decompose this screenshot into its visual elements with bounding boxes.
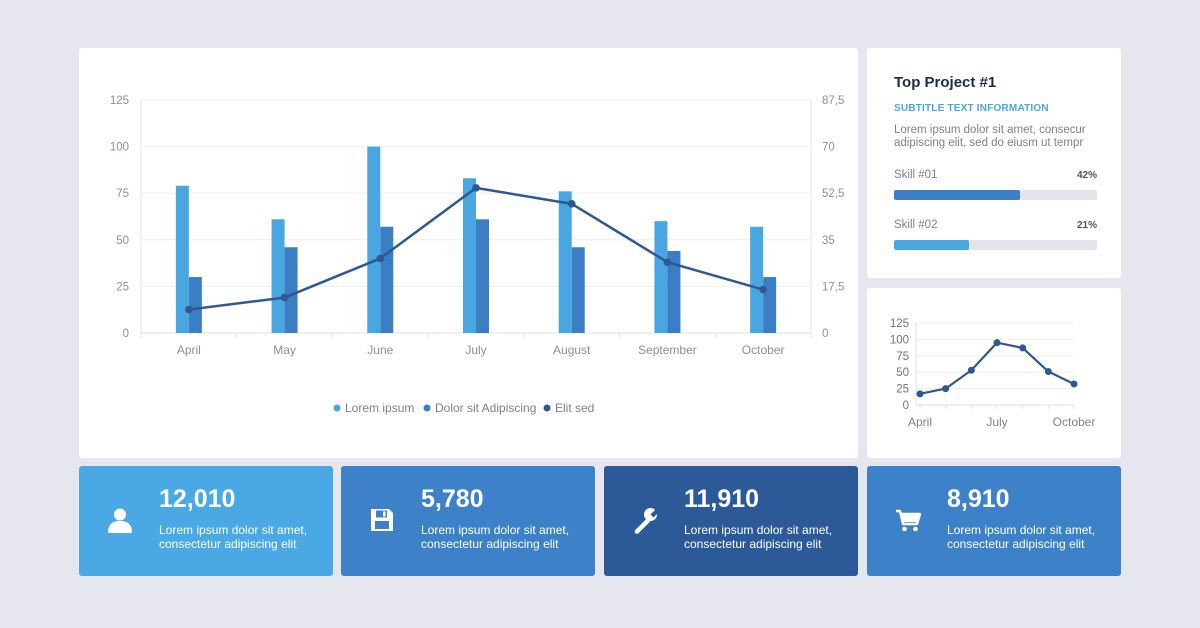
- x-tick-label: April: [177, 343, 201, 357]
- legend-label: Dolor sit Adipiscing: [435, 401, 536, 415]
- bar-lorem-ipsum: [175, 185, 189, 333]
- mini-line-point: [993, 339, 1001, 347]
- stat-tile-saves: 5,780 Lorem ipsum dolor sit amet, consec…: [341, 466, 595, 576]
- bar-dolor-sit-adipiscing: [763, 277, 777, 333]
- legend-label: Elit sed: [555, 401, 594, 415]
- legend-marker: [543, 404, 551, 412]
- y-tick-label: 0: [903, 400, 909, 412]
- mini-line-point: [1019, 344, 1027, 352]
- bar-dolor-sit-adipiscing: [476, 219, 489, 333]
- y-tick-label: 125: [890, 318, 909, 330]
- skill-01: Skill #01 42%: [894, 169, 1097, 200]
- bar-lorem-ipsum: [558, 191, 572, 333]
- x-tick-label: August: [553, 343, 591, 357]
- mini-line-point: [967, 366, 975, 374]
- shopping-cart-icon: [896, 509, 922, 532]
- x-tick-label: October: [1053, 415, 1096, 429]
- stat-tile-tools: 11,910 Lorem ipsum dolor sit amet, conse…: [604, 466, 858, 576]
- y-tick-label: 50: [896, 367, 909, 379]
- skill-progress-track: [894, 240, 1097, 250]
- mini-line-point: [942, 385, 950, 393]
- skill-progress-fill: [894, 240, 970, 250]
- skill-percent: 21%: [1076, 220, 1097, 231]
- y-tick-label: 100: [890, 334, 909, 346]
- stat-tile-users: 12,010 Lorem ipsum dolor sit amet, conse…: [79, 466, 333, 576]
- main-chart-card: 0 25 50 75 100 125 0 17,5 35 52,5 70 87,5 April May Ju…: [79, 48, 858, 458]
- skill-progress-track: [894, 190, 1097, 200]
- wrench-icon: [634, 508, 659, 534]
- bar-lorem-ipsum: [654, 221, 668, 333]
- stat-description: Lorem ipsum dolor sit amet, consectetur …: [947, 523, 1096, 551]
- stat-value: 5,780: [421, 485, 484, 513]
- line-point-elit-sed: [472, 184, 480, 192]
- main-chart: 0 25 50 75 100 125 0 17,5 35 52,5 70 87,5 April May Ju…: [110, 95, 845, 415]
- x-tick-label: October: [742, 343, 785, 357]
- line-point-elit-sed: [376, 254, 385, 263]
- mini-chart-card: 0 25 50 75 100 125 April July October: [867, 288, 1121, 458]
- stat-tile-orders: 8,910 Lorem ipsum dolor sit amet, consec…: [867, 466, 1121, 576]
- line-point-elit-sed: [185, 305, 193, 314]
- y-right-tick-label: 0: [822, 328, 828, 340]
- skill-progress-fill: [894, 190, 1020, 200]
- mini-line-point: [916, 390, 924, 398]
- y-right-tick-label: 52,5: [822, 188, 844, 200]
- skill-name: Skill #01: [894, 169, 938, 181]
- x-tick-label: April: [908, 415, 932, 429]
- y-right-tick-label: 17,5: [822, 281, 844, 293]
- x-tick-label: September: [638, 343, 697, 357]
- y-tick-label: 75: [896, 351, 909, 363]
- y-left-tick-label: 50: [116, 235, 129, 247]
- skill-name: Skill #02: [894, 219, 938, 231]
- stat-value: 11,910: [684, 485, 760, 513]
- y-right-tick-label: 70: [822, 142, 835, 154]
- mini-line-chart: 0 25 50 75 100 125 April July October: [890, 318, 1096, 429]
- stat-value: 12,010: [159, 485, 236, 513]
- stat-value: 8,910: [947, 485, 1010, 513]
- bar-dolor-sit-adipiscing: [188, 277, 202, 333]
- stat-description: Lorem ipsum dolor sit amet, consectetur …: [684, 523, 833, 551]
- bar-lorem-ipsum: [271, 219, 285, 333]
- project-description: Lorem ipsum dolor sit amet, consecur adi…: [894, 124, 1086, 149]
- y-right-tick-label: 87,5: [822, 95, 844, 107]
- legend-marker: [423, 404, 431, 412]
- user-icon: [108, 508, 132, 533]
- bar-dolor-sit-adipiscing: [380, 226, 394, 333]
- y-left-tick-label: 75: [116, 188, 129, 200]
- bar-lorem-ipsum: [750, 226, 764, 333]
- bar-dolor-sit-adipiscing: [667, 250, 681, 333]
- x-tick-label: July: [986, 415, 1007, 429]
- floppy-disk-icon: [371, 509, 393, 531]
- bar-dolor-sit-adipiscing: [284, 247, 298, 333]
- line-point-elit-sed: [663, 258, 672, 266]
- project-subtitle: SUBTITLE TEXT INFORMATION: [894, 103, 1049, 114]
- line-point-elit-sed: [280, 293, 289, 302]
- stat-description: Lorem ipsum dolor sit amet, consectetur …: [159, 523, 308, 551]
- x-tick-label: June: [367, 343, 393, 357]
- y-left-tick-label: 25: [116, 281, 129, 293]
- bar-lorem-ipsum: [463, 178, 476, 333]
- legend-marker: [333, 404, 341, 412]
- skill-percent: 42%: [1076, 170, 1097, 181]
- line-point-elit-sed: [567, 200, 576, 208]
- project-title: Top Project #1: [894, 74, 997, 91]
- stat-description: Lorem ipsum dolor sit amet, consectetur …: [421, 523, 570, 551]
- bar-lorem-ipsum: [367, 146, 381, 333]
- y-left-tick-label: 100: [110, 142, 129, 154]
- x-tick-label: May: [273, 343, 296, 357]
- x-tick-label: July: [465, 343, 486, 357]
- y-left-tick-label: 0: [123, 328, 129, 340]
- y-left-tick-label: 125: [110, 95, 129, 107]
- project-card: Top Project #1 SUBTITLE TEXT INFORMATION…: [867, 48, 1121, 278]
- y-right-tick-label: 35: [822, 235, 835, 247]
- skill-02: Skill #02 21%: [894, 219, 1097, 250]
- mini-line: [919, 341, 1075, 395]
- y-tick-label: 25: [896, 384, 909, 396]
- legend-label: Lorem ipsum: [345, 401, 414, 415]
- bar-dolor-sit-adipiscing: [571, 247, 585, 333]
- mini-line-point: [1070, 380, 1078, 388]
- mini-line-point: [1044, 368, 1052, 376]
- line-point-elit-sed: [759, 285, 767, 294]
